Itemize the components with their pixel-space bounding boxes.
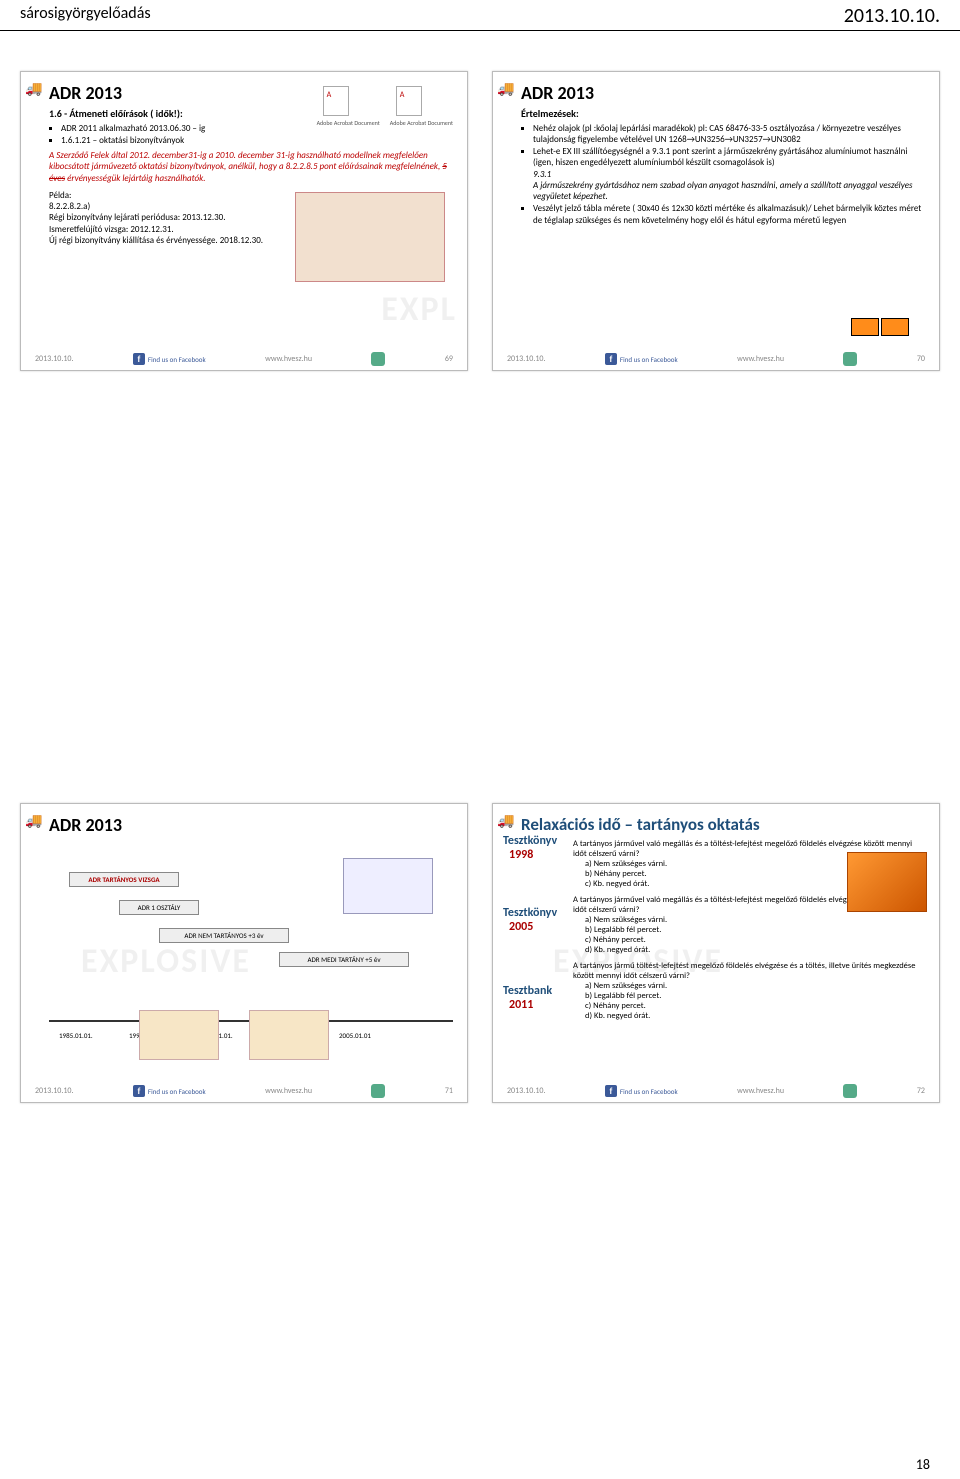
footer-url: www.hvesz.hu — [265, 354, 312, 364]
orange-plates — [851, 318, 909, 336]
slide-title: ADR 2013 — [521, 82, 925, 104]
slide-number: 69 — [445, 354, 453, 364]
watermark: EXPLOSIVE — [81, 941, 251, 982]
testbook-label: Tesztkönyv — [503, 906, 557, 920]
facebook-icon: f — [605, 1085, 617, 1097]
facebook-link[interactable]: fFind us on Facebook — [605, 1085, 678, 1097]
bullet: 1.6.1.21 – oktatási bizonyítványok — [61, 135, 453, 146]
watermark: EXPL — [381, 289, 457, 330]
timeline-block: ADR TARTÁNYOS VIZSGA — [69, 872, 179, 887]
slide-footer: 2013.10.10. fFind us on Facebook www.hve… — [507, 352, 925, 366]
testbook-year: 2005 — [509, 920, 533, 934]
timeline-block: ADR 1 OSZTÁLY — [119, 900, 199, 915]
id-card-image — [343, 858, 433, 914]
slide-number: 70 — [917, 354, 925, 364]
testbook-year: 1998 — [509, 848, 533, 862]
slides-grid: ADR 2013 Adobe Acrobat Document Adobe Ac… — [0, 31, 960, 1143]
adr-book-image — [847, 852, 927, 912]
fist-icon — [843, 352, 857, 366]
slide-footer: 2013.10.10. fFind us on Facebook www.hve… — [35, 1084, 453, 1098]
header-right: 2013.10.10. — [844, 4, 940, 28]
slide-72: Relaxációs idő – tartányos oktatás Teszt… — [492, 803, 940, 1103]
hazard-plate-icon — [881, 318, 909, 336]
footer-url: www.hvesz.hu — [737, 354, 784, 364]
truck-icon — [25, 80, 43, 98]
pdf-icon[interactable]: Adobe Acrobat Document — [317, 86, 380, 127]
fist-icon — [371, 1084, 385, 1098]
pdf-icon[interactable]: Adobe Acrobat Document — [390, 86, 453, 127]
spacer — [492, 387, 940, 787]
header-left: sárosigyörgyelőadás — [20, 4, 151, 28]
subtitle: Értelmezések: — [521, 108, 925, 121]
facebook-icon: f — [605, 353, 617, 365]
truck-icon — [25, 812, 43, 830]
tl-date: 1985.01.01. — [59, 1031, 93, 1040]
testbook-label: Tesztkönyv — [503, 834, 557, 848]
spacer — [20, 387, 468, 787]
facebook-link[interactable]: fFind us on Facebook — [133, 353, 206, 365]
bullet: Nehéz olajok (pl :kőolaj lepárlási marad… — [533, 123, 925, 146]
footer-url: www.hvesz.hu — [737, 1086, 784, 1096]
slide-number: 72 — [917, 1086, 925, 1096]
page-header: sárosigyörgyelőadás 2013.10.10. — [0, 0, 960, 31]
bullet: Lehet-e EX III szállítóegységnél a 9.3.1… — [533, 146, 925, 202]
italic-para: A Szerződő Felek által 2012. december31-… — [49, 150, 453, 184]
old-certificate-image — [249, 1010, 329, 1060]
certificate-image — [295, 192, 445, 282]
watermark: EXPLOSIVE — [553, 941, 723, 982]
facebook-link[interactable]: fFind us on Facebook — [605, 353, 678, 365]
footer-url: www.hvesz.hu — [265, 1086, 312, 1096]
footer-date: 2013.10.10. — [35, 354, 74, 364]
slide-71: ADR 2013 ADR TARTÁNYOS VIZSGA ADR 1 OSZT… — [20, 803, 468, 1103]
slide-footer: 2013.10.10. fFind us on Facebook www.hve… — [35, 352, 453, 366]
hazard-plate-icon — [851, 318, 879, 336]
fist-icon — [843, 1084, 857, 1098]
testbank-label: Tesztbank — [503, 984, 552, 998]
slide-title: Relaxációs idő – tartányos oktatás — [521, 814, 925, 835]
old-certificate-image — [139, 1010, 219, 1060]
bullet: Veszélyt jelző tábla mérete ( 30x40 és 1… — [533, 203, 925, 226]
truck-icon — [497, 80, 515, 98]
facebook-icon: f — [133, 353, 145, 365]
slide-body: Értelmezések: Nehéz olajok (pl :kőolaj l… — [521, 108, 925, 226]
timeline-block: ADR MEDI TARTÁNY +5 év — [279, 952, 409, 967]
pdf-attachments: Adobe Acrobat Document Adobe Acrobat Doc… — [317, 86, 453, 127]
slide-number: 71 — [445, 1086, 453, 1096]
footer-date: 2013.10.10. — [507, 1086, 546, 1096]
truck-icon — [497, 812, 515, 830]
slide-footer: 2013.10.10. fFind us on Facebook www.hve… — [507, 1084, 925, 1098]
slide-title: ADR 2013 — [49, 814, 453, 836]
footer-date: 2013.10.10. — [507, 354, 546, 364]
facebook-icon: f — [133, 1085, 145, 1097]
page-number: 18 — [916, 1456, 930, 1473]
fist-icon — [371, 352, 385, 366]
facebook-link[interactable]: fFind us on Facebook — [133, 1085, 206, 1097]
tl-date: 2005.01.01 — [339, 1031, 371, 1040]
footer-date: 2013.10.10. — [35, 1086, 74, 1096]
slide-69: ADR 2013 Adobe Acrobat Document Adobe Ac… — [20, 71, 468, 371]
testbank-year: 2011 — [509, 998, 533, 1012]
slide-70: ADR 2013 Értelmezések: Nehéz olajok (pl … — [492, 71, 940, 371]
